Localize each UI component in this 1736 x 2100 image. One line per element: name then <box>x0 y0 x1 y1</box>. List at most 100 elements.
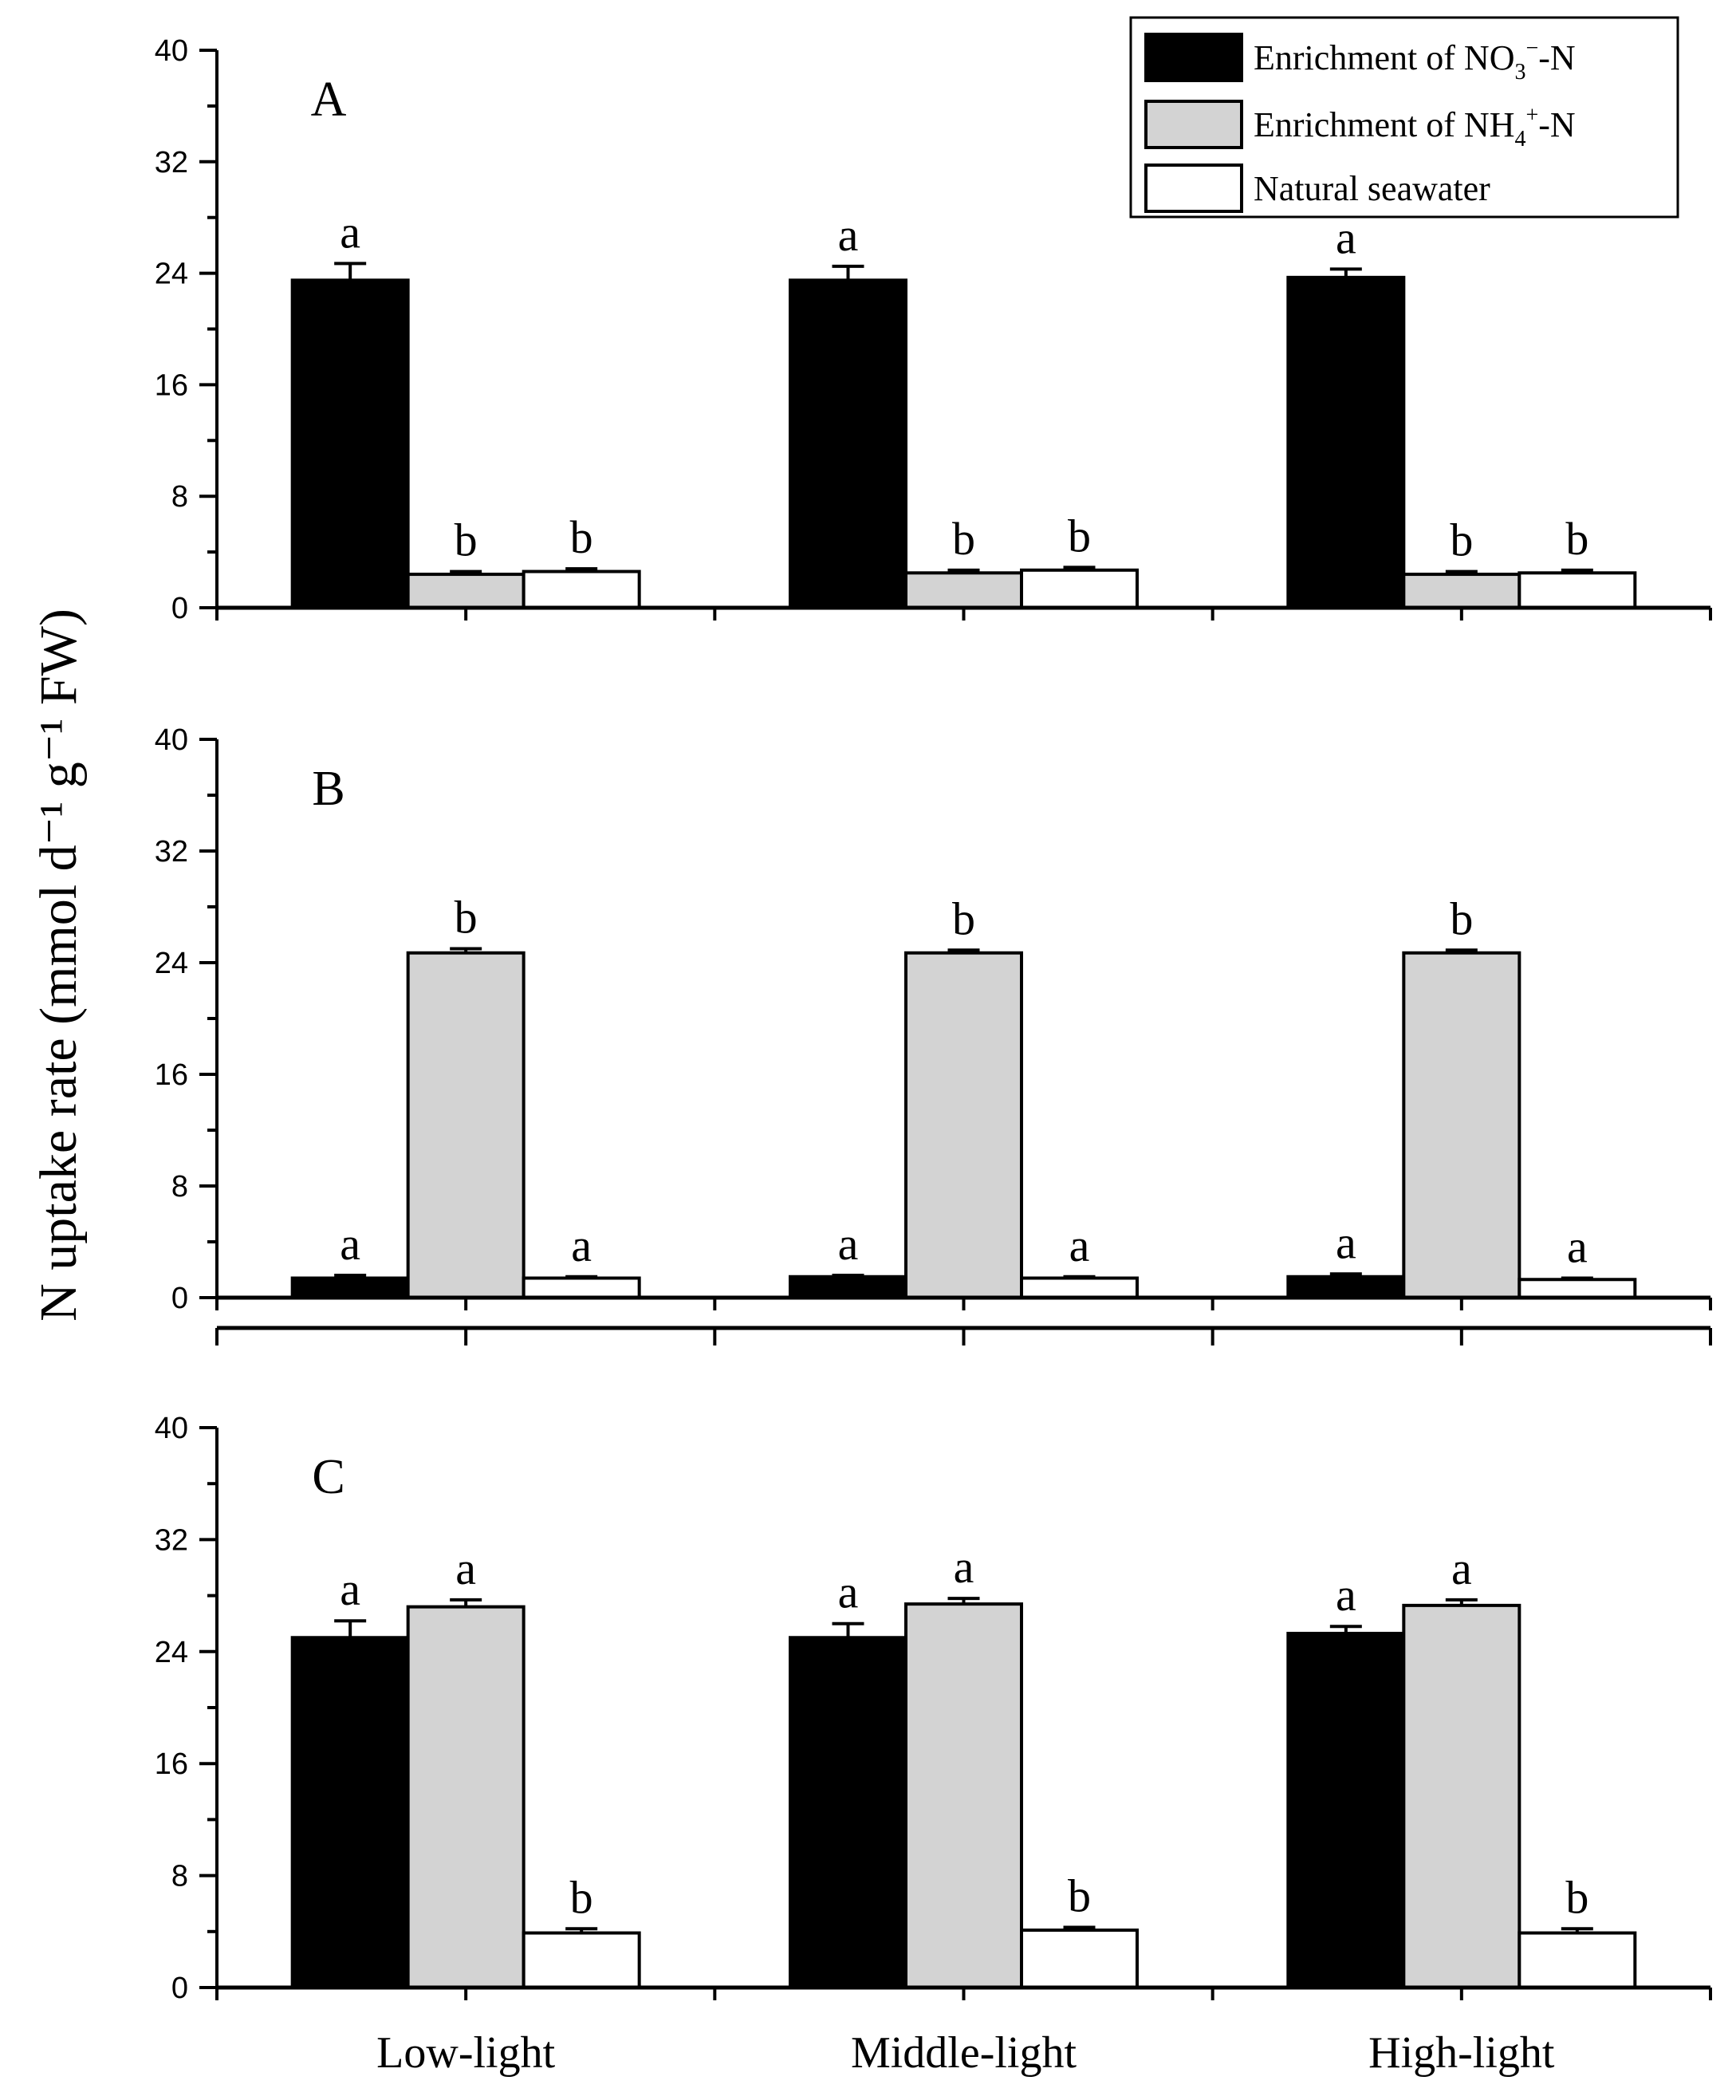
bar <box>1402 951 1521 1299</box>
bar <box>290 1276 410 1299</box>
legend-label-superscript: − <box>1525 36 1538 61</box>
y-tick-label: 24 <box>155 947 188 980</box>
significance-letter: b <box>952 513 975 565</box>
panel-label: B <box>312 762 344 816</box>
legend-swatch <box>1144 100 1243 149</box>
significance-letter: b <box>455 892 478 944</box>
bar <box>1286 1275 1406 1299</box>
y-tick-label: 8 <box>171 1860 188 1893</box>
y-tick-label: 8 <box>171 480 188 514</box>
y-tick-label: 32 <box>155 835 188 869</box>
bar <box>1518 1931 1637 1989</box>
bar <box>290 1636 410 1989</box>
significance-letter: b <box>1068 510 1091 561</box>
legend-label-tail: -N <box>1538 105 1575 144</box>
legend-label-subscript: 3 <box>1514 60 1525 85</box>
legend-label: Enrichment of NO3−-N <box>1254 36 1576 85</box>
bar <box>1518 571 1637 609</box>
y-tick-label: 24 <box>155 1636 188 1669</box>
x-tick-label: High-light <box>1368 2028 1555 2078</box>
y-tick-label: 32 <box>155 146 188 179</box>
y-tick-label: 0 <box>171 1972 188 2005</box>
y-tick-label: 8 <box>171 1170 188 1204</box>
y-tick-label: 40 <box>155 34 188 68</box>
significance-letter: a <box>1336 1569 1356 1621</box>
panel-a: 0 8 16 24 32 40 Aa a a b b b b b b <box>155 34 1712 625</box>
significance-letter: b <box>1565 1871 1588 1923</box>
y-tick-label: 0 <box>171 592 188 625</box>
bar <box>789 1275 907 1299</box>
y-tick-label: 0 <box>171 1282 188 1315</box>
y-axis-label: N uptake rate (mmol d⁻¹ g⁻¹ FW) <box>30 609 88 1322</box>
significance-letter: a <box>340 206 360 258</box>
significance-letter: a <box>455 1542 476 1594</box>
bar <box>1402 573 1521 609</box>
bar <box>406 1605 526 1989</box>
bar <box>1402 1603 1521 1989</box>
bar <box>1020 1929 1139 1989</box>
significance-letter: a <box>571 1219 592 1271</box>
significance-letter: b <box>570 511 593 563</box>
legend-label-main: Enrichment of NH <box>1254 105 1514 144</box>
significance-letter: b <box>952 892 975 944</box>
bar <box>1286 275 1406 609</box>
bar <box>904 1602 1023 1989</box>
panel-b: 0 8 16 24 32 40 Ba a a b b b a a a <box>155 723 1712 1345</box>
y-tick-label: 24 <box>155 258 188 291</box>
significance-letter: a <box>1336 1216 1356 1268</box>
bar <box>789 278 907 609</box>
significance-letter: b <box>455 514 478 566</box>
bar <box>1020 1276 1139 1299</box>
significance-letter: b <box>570 1871 593 1923</box>
significance-letter: b <box>1450 514 1473 566</box>
legend-label-main: Natural seawater <box>1254 169 1490 208</box>
panel-c: 0 8 16 24 32 40 Ca a a a a a b b b Low-light Middle-ligh… <box>155 1412 1712 2078</box>
bar <box>406 951 526 1299</box>
y-tick-label: 40 <box>155 723 188 757</box>
bar <box>1286 1631 1406 1989</box>
y-tick-label: 16 <box>155 368 188 402</box>
bar <box>904 571 1023 609</box>
legend-label: Enrichment of NH4+-N <box>1254 103 1576 152</box>
significance-letter: a <box>340 1218 360 1270</box>
bar <box>522 1276 641 1299</box>
legend-label: Natural seawater <box>1254 169 1490 208</box>
bar <box>904 951 1023 1299</box>
y-tick-label: 16 <box>155 1747 188 1781</box>
legend-swatch <box>1144 33 1243 82</box>
significance-letter: a <box>1451 1542 1472 1594</box>
legend-label-main: Enrichment of NO <box>1254 38 1514 77</box>
significance-letter: a <box>838 1218 859 1270</box>
x-tick-label: Middle-light <box>851 2028 1077 2078</box>
significance-letter: a <box>1567 1221 1588 1273</box>
legend-label-subscript: 4 <box>1514 127 1525 152</box>
legend-label-superscript: + <box>1525 103 1538 128</box>
bar <box>522 1931 641 1989</box>
significance-letter: b <box>1565 513 1588 565</box>
bar <box>1020 568 1139 610</box>
bar <box>290 278 410 609</box>
bar <box>406 573 526 609</box>
significance-letter: a <box>1336 211 1356 263</box>
significance-letter: a <box>340 1563 360 1615</box>
legend-swatch <box>1144 164 1243 213</box>
x-tick-label: Low-light <box>376 2028 555 2078</box>
significance-letter: a <box>838 1566 859 1618</box>
y-tick-label: 32 <box>155 1523 188 1557</box>
bar <box>789 1636 907 1989</box>
y-tick-label: 40 <box>155 1412 188 1445</box>
significance-letter: a <box>1069 1219 1090 1271</box>
significance-letter: b <box>1450 892 1473 944</box>
y-tick-label: 16 <box>155 1058 188 1092</box>
panel-label: A <box>311 73 347 127</box>
significance-letter: a <box>838 209 859 261</box>
significance-letter: a <box>954 1541 974 1593</box>
panel-label: C <box>312 1450 344 1504</box>
significance-letter: b <box>1068 1870 1091 1922</box>
bar <box>522 569 641 610</box>
bar <box>1518 1278 1637 1299</box>
legend-label-tail: -N <box>1538 38 1575 77</box>
